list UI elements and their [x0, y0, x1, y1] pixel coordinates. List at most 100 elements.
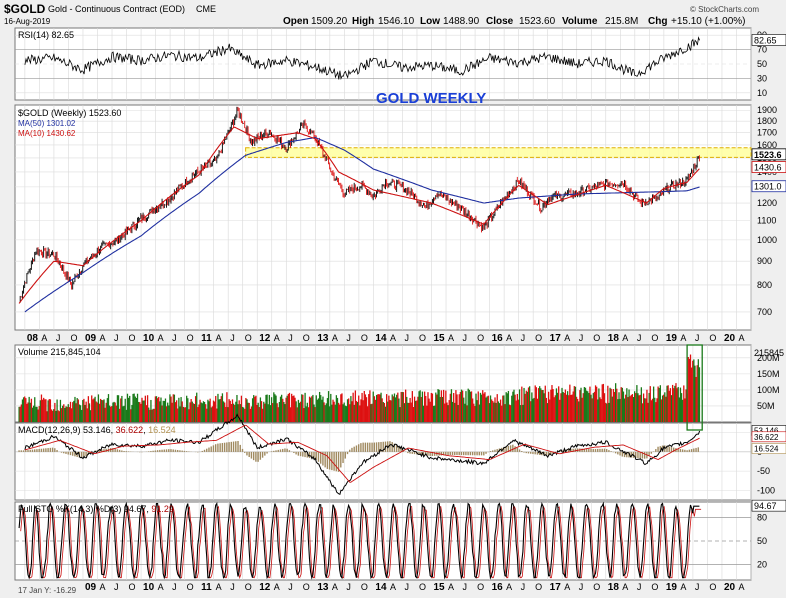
volume-bar [440, 390, 443, 422]
volume-bar [329, 406, 331, 422]
volume-bar [552, 389, 554, 422]
volume-bar [695, 376, 697, 422]
volume-bar [342, 404, 344, 422]
macd-histogram-bar [237, 440, 239, 452]
volume-bar [260, 401, 263, 422]
volume-bar [398, 398, 400, 422]
volume-bar [679, 387, 682, 422]
volume-bar [566, 391, 569, 422]
volume-bar [161, 405, 163, 422]
volume-bar [602, 383, 605, 422]
price-x-tick-label: A [390, 333, 396, 343]
volume-bar [156, 398, 159, 422]
volume-bar [172, 394, 174, 422]
macd-histogram-bar [552, 451, 554, 454]
volume-bar [112, 402, 114, 422]
volume-bar [390, 400, 392, 422]
volume-bar [406, 396, 408, 422]
volume-bar [188, 409, 190, 422]
macd-histogram-bar [648, 451, 650, 457]
volume-bar [639, 394, 641, 422]
volume-bar [20, 404, 23, 422]
macd-histogram-bar [393, 443, 396, 452]
volume-legend: Volume 215,845,104 [18, 347, 101, 357]
macd-histogram-bar [485, 451, 487, 454]
volume-bar [444, 403, 446, 422]
macd-histogram-bar [474, 451, 476, 456]
volume-bar [323, 402, 325, 422]
volume-bar [592, 393, 594, 422]
macd-histogram-bar [322, 451, 324, 466]
macd-histogram-bar [118, 449, 121, 452]
volume-bar [334, 404, 336, 422]
volume-bar [146, 395, 149, 422]
volume-bar [664, 392, 666, 422]
sto-x-tick-label: A [448, 582, 454, 592]
price-x-tick-label: J [346, 333, 351, 343]
macd-histogram-bar [626, 451, 628, 458]
volume-bar [620, 387, 622, 422]
volume-bar [513, 389, 515, 422]
volume-bar [170, 396, 172, 422]
volume-bar [514, 394, 516, 422]
volume-bar [287, 393, 289, 422]
volume-bar [103, 399, 105, 422]
volume-bar [286, 395, 288, 422]
macd-histogram-bar [270, 451, 273, 452]
volume-bar [676, 388, 678, 422]
macd-histogram-bar [635, 451, 637, 458]
macd-histogram-bar [597, 448, 599, 452]
macd-histogram-bar [65, 451, 67, 454]
price-x-tick-label: A [41, 333, 47, 343]
volume-bar [375, 394, 378, 422]
macd-histogram-bar [601, 448, 603, 452]
volume-bar [556, 392, 559, 422]
macd-histogram-bar [492, 450, 494, 452]
volume-bar [364, 394, 367, 422]
volume-bar [317, 398, 320, 422]
volume-bar [81, 409, 83, 422]
volume-bar [266, 394, 268, 422]
volume-bar [64, 408, 66, 422]
macd-histogram-bar [380, 441, 382, 452]
volume-bar [113, 401, 115, 422]
macd-histogram-bar [378, 442, 380, 452]
volume-bar [307, 407, 310, 422]
macd-histogram-bar [275, 450, 277, 452]
macd-histogram-bar [572, 448, 574, 452]
sto-x-tick-label: 19 [666, 582, 678, 593]
volume-bar [56, 399, 58, 422]
volume-bar [270, 397, 273, 422]
volume-bar [457, 404, 459, 422]
volume-bar [494, 397, 496, 422]
volume-bar [76, 398, 78, 422]
volume-bar [530, 401, 532, 422]
volume-bar [297, 399, 300, 422]
volume-bar [466, 405, 468, 422]
volume-bar [573, 386, 575, 422]
price-x-tick-label: A [332, 333, 338, 343]
volume-bar [486, 396, 488, 422]
volume-bar [394, 397, 397, 422]
volume-bar [206, 408, 208, 422]
volume-bar [163, 400, 165, 422]
price-x-tick-label: 14 [375, 333, 387, 344]
macd-histogram-bar [619, 451, 621, 456]
volume-value: 215.8M [605, 16, 638, 27]
macd-histogram-bar [538, 451, 541, 455]
volume-bar [671, 384, 674, 422]
volume-bar [499, 399, 502, 422]
volume-bar [564, 389, 567, 422]
macd-histogram-bar [630, 451, 632, 458]
volume-bar [591, 398, 593, 422]
macd-histogram-bar [304, 451, 306, 458]
volume-bar [173, 394, 176, 422]
price-x-tick-label: O [129, 333, 136, 343]
volume-bar [60, 408, 63, 422]
volume-bar [385, 394, 388, 422]
volume-bar [159, 401, 161, 422]
volume-bar [368, 394, 370, 422]
volume-bar [158, 396, 160, 422]
macd-histogram-bar [462, 451, 465, 456]
macd-histogram-bar [127, 451, 130, 452]
